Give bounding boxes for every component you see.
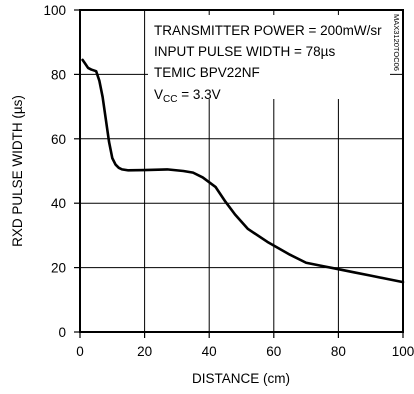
x-tick-label: 20	[137, 344, 152, 359]
y-tick-label: 80	[51, 67, 66, 82]
corner-code: MAX3120TOC06	[392, 14, 401, 71]
y-tick-label: 100	[43, 3, 66, 18]
annotation-background	[148, 15, 390, 99]
y-tick-label: 20	[51, 261, 66, 276]
x-tick-label: 100	[392, 344, 414, 359]
annotation-vcc-subscript: CC	[163, 94, 177, 105]
series-line	[81, 58, 405, 284]
x-tick-label: 80	[331, 344, 346, 359]
annotation-vcc-value: = 3.3V	[177, 87, 220, 102]
y-tick-label: 0	[58, 325, 66, 340]
annotation-photodiode: TEMIC BPV22NF	[154, 65, 260, 80]
axis-ticks	[74, 9, 404, 338]
annotation-vcc-v: V	[154, 87, 163, 102]
x-tick-label: 40	[202, 344, 217, 359]
y-tick-label: 40	[51, 196, 66, 211]
plot-area	[79, 9, 404, 333]
x-tick-label: 0	[76, 344, 84, 359]
x-tick-label: 60	[266, 344, 281, 359]
annotation-vcc: VCC = 3.3V	[154, 87, 221, 105]
x-tick-labels: 0 20 40 60 80 100	[76, 344, 414, 359]
y-tick-labels: 0 20 40 60 80 100	[43, 3, 66, 340]
y-tick-label: 60	[51, 132, 66, 147]
x-axis-label: DISTANCE (cm)	[192, 371, 290, 386]
y-axis-label: RXD PULSE WIDTH (µs)	[10, 95, 25, 247]
annotation-input-pulse-width: INPUT PULSE WIDTH = 78µs	[154, 44, 335, 59]
annotation-transmitter-power: TRANSMITTER POWER = 200mW/sr	[154, 23, 382, 38]
